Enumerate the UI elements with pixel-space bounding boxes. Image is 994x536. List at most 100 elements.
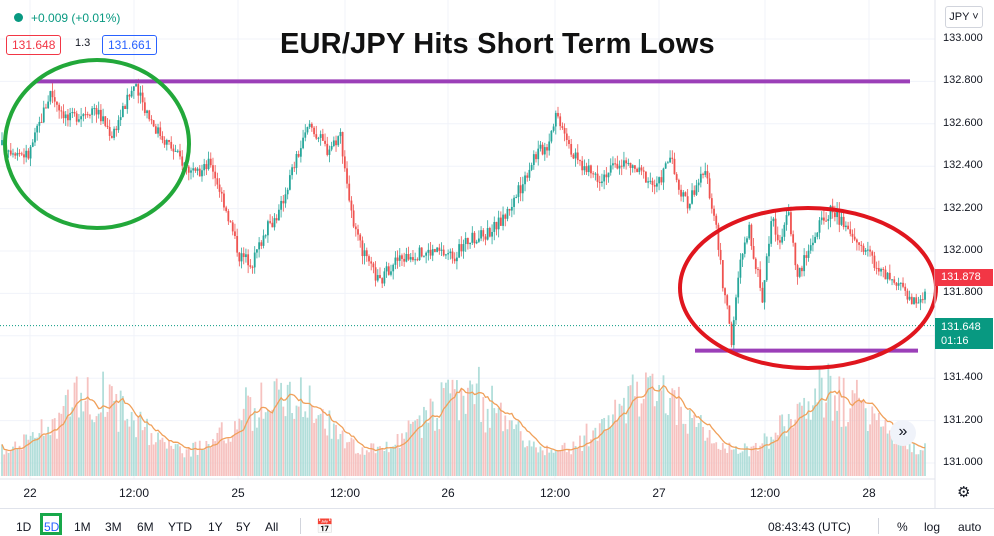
volume-bar xyxy=(680,406,682,476)
volume-bar xyxy=(104,416,107,476)
volume-bar xyxy=(260,382,263,476)
bid-price[interactable]: 131.648 xyxy=(6,35,62,55)
candle-body xyxy=(71,112,74,114)
percent-toggle[interactable]: % xyxy=(897,520,908,534)
candle-body xyxy=(884,269,887,280)
volume-bar xyxy=(354,453,357,476)
volume-bar xyxy=(124,420,126,476)
price-tick-label: 131.200 xyxy=(943,413,983,426)
candle-body xyxy=(427,249,430,253)
candle-body xyxy=(440,249,443,251)
candle-body xyxy=(104,116,107,126)
candle-body xyxy=(515,196,518,198)
candle-body xyxy=(853,236,856,240)
bid-price-label-value: 131.648 xyxy=(941,321,981,333)
price-change: +0.009 (+0.01%) xyxy=(31,11,121,25)
range-5y[interactable]: 5Y xyxy=(236,520,251,534)
volume-bar xyxy=(598,423,601,476)
candle-body xyxy=(438,247,441,251)
volume-bar xyxy=(605,429,608,476)
volume-bar xyxy=(370,443,373,476)
volume-bar xyxy=(20,449,23,476)
volume-bar xyxy=(772,439,775,476)
volume-bar xyxy=(902,441,904,476)
log-toggle[interactable]: log xyxy=(924,520,941,534)
volume-bar xyxy=(190,456,192,476)
utc-clock[interactable]: 08:43:43 (UTC) xyxy=(768,520,851,534)
candle-body xyxy=(792,234,795,243)
price-tick-label: 132.000 xyxy=(943,244,983,256)
price-tick-label: 131.000 xyxy=(943,456,983,468)
auto-toggle[interactable]: auto xyxy=(958,520,982,534)
divider xyxy=(300,518,301,534)
candle-body xyxy=(205,164,208,170)
candle-body xyxy=(568,139,570,145)
candle-body xyxy=(847,225,849,230)
volume-bar xyxy=(660,390,663,476)
candle-body xyxy=(381,278,384,284)
range-3m[interactable]: 3M xyxy=(105,520,122,534)
volume-bar xyxy=(537,452,540,476)
volume-bar xyxy=(286,384,289,476)
range-all[interactable]: All xyxy=(265,520,279,534)
candle-body xyxy=(776,234,779,241)
volume-bar xyxy=(121,396,124,476)
volume-bar xyxy=(796,403,799,476)
volume-bar xyxy=(372,443,375,476)
price-tick-label: 132.400 xyxy=(943,159,983,172)
candle-body xyxy=(20,153,23,155)
volume-bar xyxy=(38,433,41,476)
volume-bar xyxy=(253,408,256,476)
candle-body xyxy=(335,140,337,146)
candle-body xyxy=(574,152,577,159)
candle-body xyxy=(475,241,478,244)
range-1m[interactable]: 1M xyxy=(74,520,91,534)
volume-bar xyxy=(699,415,702,476)
range-ytd[interactable]: YTD xyxy=(168,520,192,534)
currency-selector[interactable]: JPY ˅ xyxy=(945,6,983,28)
volume-bar xyxy=(502,431,504,476)
volume-bar xyxy=(313,422,315,476)
volume-bar xyxy=(383,451,386,476)
volume-bar xyxy=(71,407,74,476)
range-5d[interactable]: 5D xyxy=(44,520,60,534)
volume-bar xyxy=(3,454,6,476)
volume-bar xyxy=(904,438,907,476)
candle-body xyxy=(640,167,643,171)
volume-bar xyxy=(398,447,401,476)
candle-body xyxy=(768,243,770,257)
volume-bar xyxy=(513,429,515,476)
candle-body xyxy=(328,149,331,155)
candle-body xyxy=(58,104,61,111)
candle-body xyxy=(308,123,311,128)
candle-body xyxy=(855,239,858,243)
price-tick-label: 133.000 xyxy=(943,32,983,44)
candle-body xyxy=(601,181,603,184)
volume-bar xyxy=(739,452,742,476)
volume-bar xyxy=(601,419,603,476)
time-tick-label: 27 xyxy=(652,486,666,500)
volume-bar xyxy=(330,438,333,476)
range-1d[interactable]: 1D xyxy=(16,520,32,534)
volume-bar xyxy=(187,447,190,476)
candle-body xyxy=(223,193,225,208)
candle-body xyxy=(159,127,162,137)
volume-bar xyxy=(862,400,865,476)
scroll-to-realtime-button[interactable]: » xyxy=(890,420,916,446)
candle-body xyxy=(216,178,219,185)
candle-body xyxy=(379,275,381,279)
range-6m[interactable]: 6M xyxy=(137,520,154,534)
volume-bar xyxy=(480,421,482,476)
ask-price[interactable]: 131.661 xyxy=(102,35,158,55)
volume-bar xyxy=(785,436,788,476)
volume-bar xyxy=(552,452,555,476)
gear-icon[interactable]: ⚙ xyxy=(957,484,971,501)
candle-body xyxy=(546,147,548,151)
candle-body xyxy=(9,150,12,155)
candle-body xyxy=(583,166,586,171)
volume-bar xyxy=(666,415,669,476)
calendar-icon[interactable]: 📅 xyxy=(316,518,334,534)
range-1y[interactable]: 1Y xyxy=(208,520,223,534)
candle-body xyxy=(708,178,711,199)
